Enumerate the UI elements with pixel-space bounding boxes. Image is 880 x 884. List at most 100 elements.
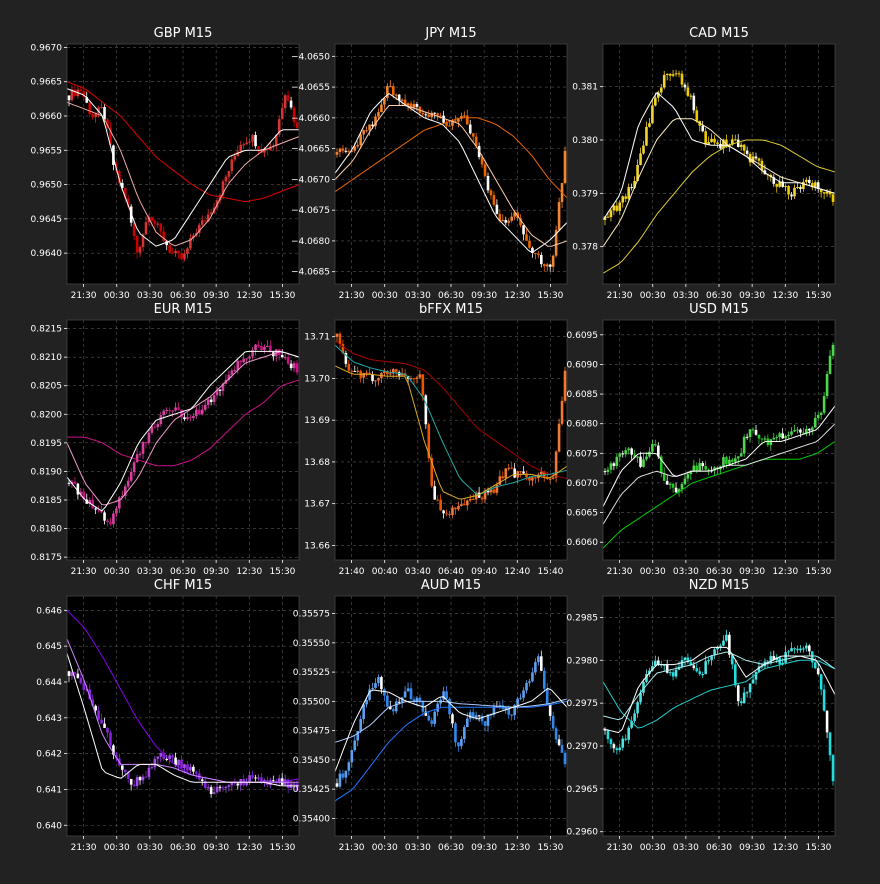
candle-body [615, 205, 619, 211]
candle-body [165, 410, 169, 412]
candle-body [394, 701, 398, 712]
y-tick-label: 0.2965 [567, 785, 599, 795]
candle-body [642, 681, 645, 693]
candle-body [409, 688, 413, 700]
candle-body [825, 373, 829, 397]
candle-body [810, 182, 814, 188]
candle-body [787, 434, 790, 437]
y-tick-label: 0.2985 [567, 613, 599, 623]
candle-body [67, 482, 71, 484]
candle-body [507, 220, 511, 223]
y-tick-label: 0.35575 [293, 610, 330, 620]
candle-body [665, 73, 669, 75]
candle-body [442, 691, 445, 700]
candle-body [757, 158, 761, 161]
candle-body [200, 409, 204, 415]
candle-body [415, 104, 419, 107]
candle-body [731, 654, 734, 665]
candle-body [457, 505, 460, 510]
candle-body [677, 489, 681, 493]
candle-body [451, 714, 454, 724]
candle-body [471, 712, 475, 719]
x-tick-label: 09:30 [203, 291, 229, 301]
candle-body [513, 705, 516, 716]
candle-body [736, 456, 740, 459]
candle-body [451, 120, 454, 126]
y-tick-label: 0.6085 [567, 390, 599, 400]
candle-body [415, 697, 419, 702]
candle-body [126, 772, 130, 779]
candle-body [668, 483, 672, 485]
candle-body [728, 634, 731, 655]
series-line-3 [602, 646, 836, 734]
candle-body [386, 371, 389, 375]
candle-body [621, 738, 625, 748]
candle-body [445, 691, 448, 699]
series-line-3 [602, 91, 836, 221]
candle-body [347, 363, 351, 371]
candle-body [757, 434, 761, 439]
candle-body [103, 107, 106, 120]
candle-body [802, 648, 805, 650]
candle-body [742, 692, 746, 704]
candle-body [831, 755, 835, 782]
candle-body [403, 691, 407, 698]
candle-body [793, 187, 796, 197]
panel-aud: 0.35400 0.35425 0.35450 0.35475 0.35500 0.355… [293, 578, 568, 853]
y-tick-label: −4.0650 [291, 52, 330, 62]
candle-body [424, 711, 428, 716]
candle-body [713, 467, 716, 471]
y-tick-label: 0.6090 [567, 360, 599, 370]
series-line-2 [602, 118, 836, 247]
candle-body [534, 253, 537, 255]
candle-body [754, 156, 758, 159]
y-tick-label: −4.0660 [291, 114, 330, 124]
series-line-2 [334, 105, 568, 247]
candle-body [642, 459, 645, 467]
candle-body [674, 73, 678, 75]
candle-body [377, 112, 380, 117]
candle-body [719, 645, 722, 647]
x-tick-label: 21:30 [339, 843, 365, 853]
candle-body [651, 666, 654, 671]
candle-body [805, 179, 808, 182]
y-tick-label: 0.8215 [31, 325, 63, 335]
candle-body [377, 378, 380, 381]
candle-body [144, 442, 148, 444]
candle-body [504, 468, 508, 479]
candle-body [492, 706, 496, 715]
candle-body [239, 360, 243, 363]
candle-body [239, 144, 243, 152]
candle-body [480, 715, 484, 722]
x-tick-label: 12:30 [236, 843, 262, 853]
candle-body [183, 253, 186, 260]
y-tick-label: 0.2980 [567, 656, 599, 666]
candle-body [531, 247, 534, 254]
chart-title: NZD M15 [689, 578, 750, 593]
candle-body [180, 253, 183, 260]
candle-body [489, 489, 493, 493]
candle-body [433, 112, 437, 114]
candle-body [757, 666, 761, 672]
y-tick-label: 0.644 [36, 678, 62, 688]
candle-body [534, 662, 537, 673]
candle-body [230, 781, 234, 786]
series-line-2 [66, 101, 300, 247]
candle-body [257, 777, 260, 779]
candle-body [680, 660, 684, 667]
candle-body [621, 196, 625, 203]
candle-body [698, 463, 702, 471]
candle-body [689, 95, 693, 97]
candle-body [813, 662, 817, 669]
candle-body [197, 409, 201, 415]
candle-body [662, 74, 666, 88]
candle-body [498, 213, 502, 222]
candle-body [177, 759, 180, 766]
candle-body [754, 671, 758, 680]
candle-body [206, 787, 210, 789]
candle-body [147, 217, 151, 223]
candle-body [245, 358, 248, 360]
y-tick-label: 0.9660 [31, 112, 63, 122]
candle-body [763, 438, 767, 440]
